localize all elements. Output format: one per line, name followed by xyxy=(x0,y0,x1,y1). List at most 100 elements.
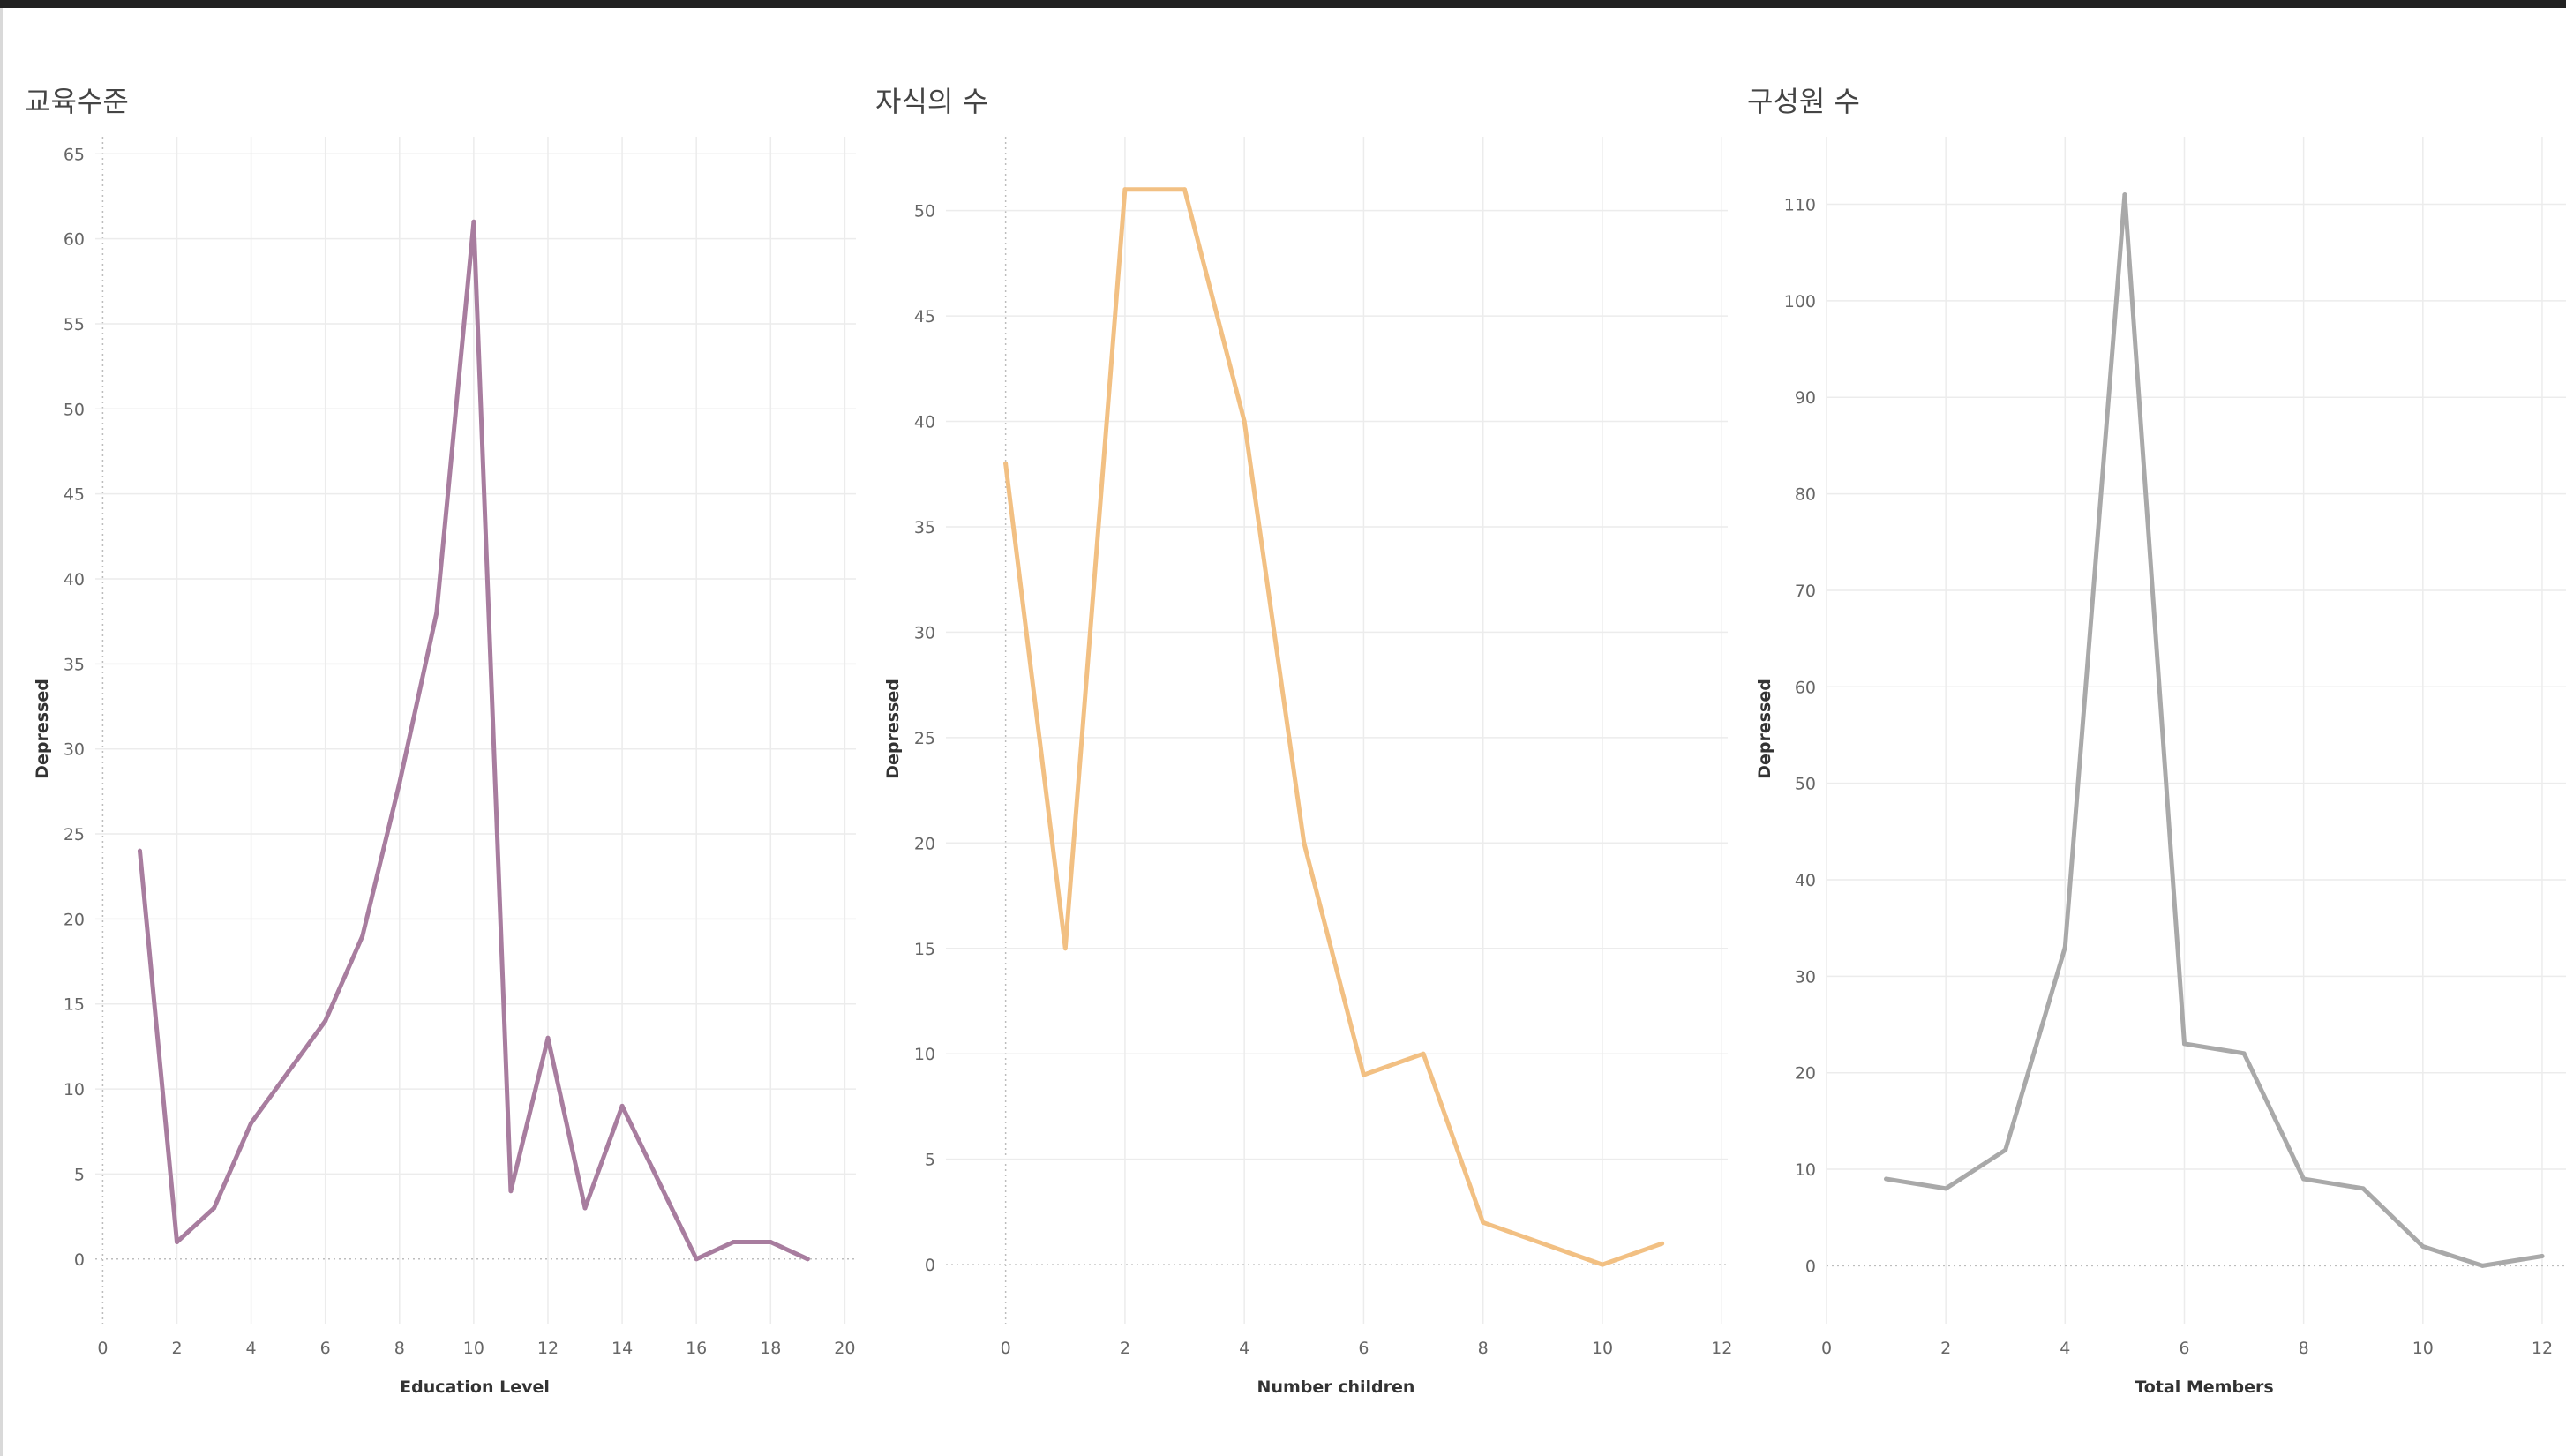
x-tick-label: 12 xyxy=(2532,1339,2553,1358)
y-axis-label: Depressed xyxy=(33,679,52,779)
y-tick-label: 35 xyxy=(914,518,935,537)
y-tick-label: 10 xyxy=(1795,1160,1816,1180)
x-tick-label: 6 xyxy=(320,1339,331,1358)
data-point xyxy=(323,1018,328,1024)
y-tick-label: 0 xyxy=(925,1256,935,1275)
data-point xyxy=(619,1103,625,1108)
data-point xyxy=(1361,1072,1366,1077)
x-tick-label: 10 xyxy=(463,1339,484,1358)
y-tick-label: 20 xyxy=(64,910,85,929)
y-axis-label: Depressed xyxy=(1755,679,1774,779)
data-point xyxy=(2420,1244,2426,1250)
y-tick-label: 25 xyxy=(64,825,85,844)
plot-area: 0 2 4 6 8 10 12 0 10 20 30 40 50 60 70 80 90 100 110 xyxy=(1784,137,2566,1358)
y-tick-label: 80 xyxy=(1795,485,1816,505)
data-point xyxy=(2480,1263,2485,1268)
x-tick-label: 10 xyxy=(1592,1339,1613,1358)
y-tick-label: 65 xyxy=(64,145,85,164)
x-tick-label: 2 xyxy=(1120,1339,1130,1358)
data-point xyxy=(1062,946,1068,951)
y-tick-label: 25 xyxy=(914,729,935,748)
data-point xyxy=(397,780,402,785)
y-tick-label: 0 xyxy=(74,1250,85,1270)
data-point xyxy=(1003,461,1009,466)
data-point xyxy=(360,934,365,939)
data-point xyxy=(1182,187,1188,192)
plot-area: 0 2 4 6 8 10 12 0 5 10 15 20 25 30 35 40 45 50 xyxy=(914,137,1732,1358)
y-tick-label: 40 xyxy=(64,570,85,589)
y-tick-label: 45 xyxy=(64,485,85,505)
data-point xyxy=(434,611,439,616)
data-point xyxy=(2181,1041,2187,1047)
data-point xyxy=(1122,187,1128,192)
data-point xyxy=(249,1121,254,1126)
y-tick-label: 45 xyxy=(914,307,935,326)
x-tick-label: 8 xyxy=(2299,1339,2309,1358)
data-point xyxy=(1421,1051,1426,1056)
data-point xyxy=(582,1205,588,1211)
y-tick-label: 30 xyxy=(914,623,935,642)
y-tick-label: 15 xyxy=(64,995,85,1015)
top-bar xyxy=(0,0,2566,8)
x-tick-label: 8 xyxy=(1478,1339,1489,1358)
y-tick-label: 70 xyxy=(1795,582,1816,601)
y-tick-label: 10 xyxy=(64,1080,85,1100)
chart-title: 교육수준 xyxy=(25,85,129,118)
data-point xyxy=(731,1240,736,1245)
data-point xyxy=(768,1240,773,1245)
x-axis-label: Total Members xyxy=(2135,1377,2273,1397)
x-tick-label: 4 xyxy=(2060,1339,2070,1358)
data-point xyxy=(1242,419,1247,424)
x-tick-label: 0 xyxy=(1821,1339,1832,1358)
series-line xyxy=(1884,192,2545,1268)
y-tick-label: 40 xyxy=(1795,871,1816,890)
y-tick-label: 50 xyxy=(1795,775,1816,794)
data-point xyxy=(2360,1186,2366,1191)
y-tick-label: 30 xyxy=(1795,967,1816,987)
y-tick-label: 35 xyxy=(64,655,85,674)
x-tick-label: 18 xyxy=(760,1339,781,1358)
x-tick-label: 20 xyxy=(834,1339,855,1358)
data-point xyxy=(2241,1051,2247,1056)
data-point xyxy=(137,848,142,853)
data-point xyxy=(286,1069,291,1075)
data-point xyxy=(2062,945,2067,950)
y-tick-label: 40 xyxy=(914,413,935,432)
y-tick-label: 90 xyxy=(1795,388,1816,408)
y-tick-label: 5 xyxy=(74,1165,85,1184)
y-tick-label: 50 xyxy=(64,400,85,419)
data-point xyxy=(2301,1176,2307,1182)
data-point xyxy=(471,219,476,224)
series-line xyxy=(1003,187,1665,1267)
x-tick-label: 14 xyxy=(611,1339,633,1358)
data-point xyxy=(2003,1147,2008,1152)
data-point xyxy=(1481,1220,1486,1225)
x-tick-label: 4 xyxy=(246,1339,257,1358)
left-edge-border xyxy=(0,8,3,1456)
data-point xyxy=(1302,840,1307,845)
data-point xyxy=(657,1180,662,1185)
x-tick-label: 16 xyxy=(686,1339,707,1358)
data-point xyxy=(2122,192,2127,198)
data-point xyxy=(1884,1176,1889,1182)
y-axis-label: Depressed xyxy=(883,679,903,779)
chart-title: 자식의 수 xyxy=(875,85,988,118)
data-point xyxy=(175,1240,180,1245)
y-tick-label: 110 xyxy=(1784,196,1816,215)
data-point xyxy=(212,1205,217,1211)
data-point xyxy=(1660,1241,1665,1246)
x-tick-label: 6 xyxy=(1358,1339,1369,1358)
y-tick-label: 30 xyxy=(64,740,85,760)
data-point xyxy=(1600,1262,1605,1267)
y-tick-label: 20 xyxy=(914,834,935,853)
x-tick-label: 2 xyxy=(1940,1339,1951,1358)
y-tick-label: 0 xyxy=(1805,1257,1816,1276)
y-tick-label: 100 xyxy=(1784,292,1816,311)
x-axis-label: Education Level xyxy=(400,1377,550,1397)
data-point xyxy=(2540,1253,2545,1258)
x-tick-label: 2 xyxy=(171,1339,182,1358)
data-point xyxy=(805,1257,810,1262)
y-tick-label: 60 xyxy=(1795,678,1816,697)
